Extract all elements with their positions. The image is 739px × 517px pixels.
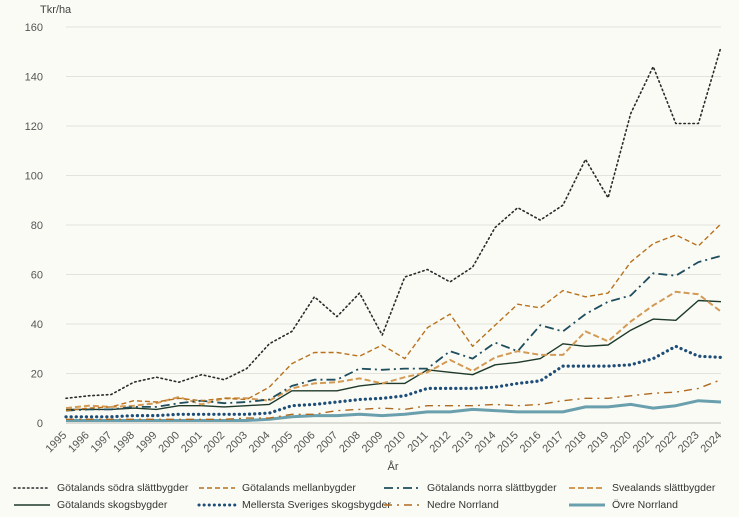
legend-item: Övre Norrland — [567, 499, 678, 511]
x-tick-label: 1998 — [111, 429, 137, 455]
legend-item: Götalands södra slättbygder — [12, 482, 188, 494]
x-tick-label: 1999 — [134, 429, 160, 455]
x-tick-label: 2022 — [653, 429, 679, 455]
legend-label: Övre Norrland — [612, 499, 678, 511]
legend-label: Mellersta Sveriges skogsbygder — [242, 499, 391, 511]
legend-label: Svealands slättbygder — [612, 482, 716, 494]
y-tick-label: 40 — [31, 319, 43, 331]
x-tick-label: 2010 — [382, 429, 408, 455]
y-tick-label: 120 — [25, 121, 43, 133]
legend-label: Nedre Norrland — [427, 499, 499, 511]
x-tick-label: 2004 — [247, 429, 273, 455]
legend-item: Svealands slättbygder — [567, 482, 715, 494]
series-line-2 — [65, 255, 722, 412]
y-tick-label: 60 — [31, 270, 43, 282]
series-line-1 — [65, 223, 722, 412]
legend-label: Götalands norra slättbygder — [427, 482, 557, 494]
legend-swatch — [14, 504, 50, 506]
legend-item: Götalands skogsbygder — [12, 499, 167, 511]
x-tick-label: 2008 — [337, 429, 363, 455]
y-tick-label: 100 — [25, 171, 43, 183]
legend-item: Götalands mellanbygder — [197, 482, 356, 494]
x-tick-label: 2007 — [315, 429, 341, 455]
x-tick-label: 2001 — [179, 429, 205, 455]
line-chart: 0 20 40 60 80 100 120 140 160 1995199619971998199… — [25, 4, 725, 473]
legend-swatch — [569, 487, 605, 489]
y-tick-label: 160 — [25, 22, 43, 34]
x-tick-label: 2015 — [495, 429, 521, 455]
x-tick-label: 1996 — [66, 429, 92, 455]
x-tick-label: 2009 — [360, 429, 386, 455]
x-tick-label: 2003 — [224, 429, 250, 455]
chart-legend: Götalands södra slättbygder Götalands mel… — [12, 482, 732, 516]
series-line-0 — [65, 45, 722, 400]
x-tick-label: 2014 — [473, 429, 499, 455]
x-tick-label: 2006 — [292, 429, 318, 455]
x-tick-label: 2002 — [202, 429, 228, 455]
series-line-6 — [66, 379, 722, 420]
x-axis-title: År — [388, 460, 399, 473]
series-line-4 — [66, 299, 722, 411]
x-tick-label: 2012 — [427, 429, 453, 455]
x-tick-label: 2019 — [586, 429, 612, 455]
x-tick-label: 2017 — [540, 429, 566, 455]
series-line-7 — [66, 399, 722, 422]
legend-label: Götalands skogsbygder — [57, 499, 168, 511]
series-line-3 — [65, 290, 722, 410]
x-tick-label: 2016 — [518, 429, 544, 455]
y-axis-title: Tkr/ha — [40, 4, 72, 16]
y-tick-label: 20 — [31, 369, 43, 381]
y-tick-label: 0 — [37, 418, 43, 430]
x-tick-label: 2013 — [450, 429, 476, 455]
legend-swatch — [384, 504, 420, 506]
y-tick-label: 140 — [25, 72, 43, 84]
legend-swatch — [384, 487, 420, 489]
x-tick-label: 2011 — [405, 429, 430, 454]
x-tick-label: 2024 — [698, 429, 724, 455]
x-tick-label: 2000 — [156, 429, 182, 455]
x-tick-label: 1997 — [89, 429, 115, 455]
legend-item: Nedre Norrland — [382, 499, 499, 511]
legend-label: Götalands mellanbygder — [242, 482, 356, 494]
legend-item: Mellersta Sveriges skogsbygder — [197, 499, 391, 511]
x-tick-label: 1995 — [43, 429, 69, 455]
legend-swatch — [199, 487, 235, 489]
x-tick-label: 2020 — [608, 429, 634, 455]
legend-swatch — [13, 487, 51, 489]
legend-label: Götalands södra slättbygder — [57, 482, 189, 494]
legend-swatch — [569, 503, 605, 507]
legend-item: Götalands norra slättbygder — [382, 482, 557, 494]
x-tick-label: 2021 — [631, 429, 657, 455]
legend-swatch — [197, 503, 237, 507]
x-tick-label: 2018 — [563, 429, 589, 455]
x-tick-label: 2023 — [676, 429, 702, 455]
y-tick-label: 80 — [31, 220, 43, 232]
x-tick-label: 2005 — [269, 429, 295, 455]
